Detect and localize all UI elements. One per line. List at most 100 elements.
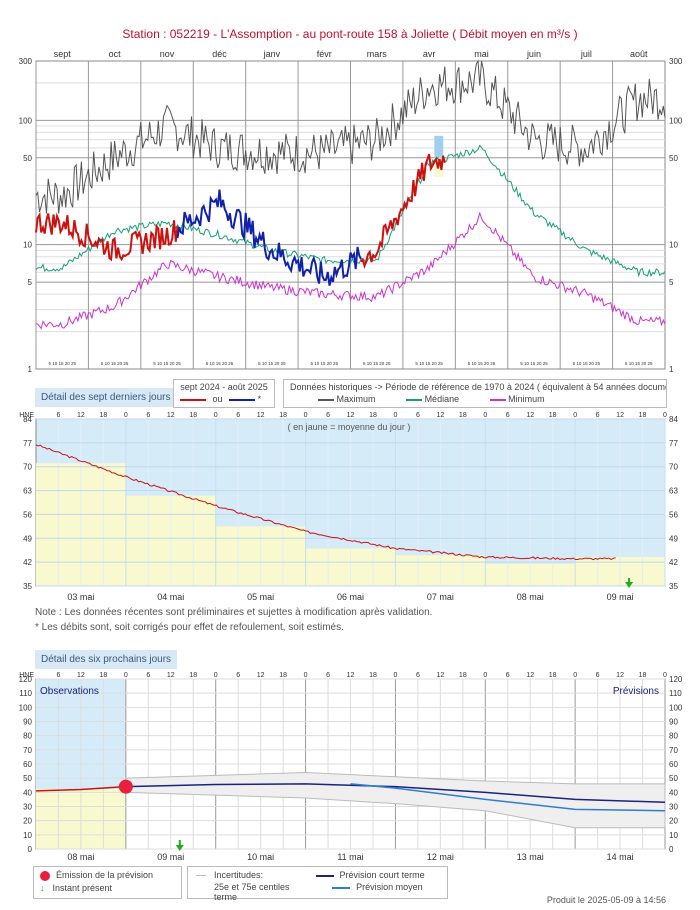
y-tick-right: 77 [669, 439, 678, 448]
y-tick-left: 1 [28, 365, 33, 374]
day-ticks: 5 10 15 20 25 [520, 361, 548, 366]
y-tick-left: 63 [23, 487, 32, 496]
y-tick-right: 100 [669, 116, 683, 125]
y-tick-left: 300 [19, 57, 33, 66]
y-tick-right: 90 [669, 718, 678, 727]
day-label: 07 mai [427, 592, 454, 602]
y-tick-left: 40 [23, 788, 32, 797]
series-median [35, 144, 666, 278]
y-tick-left: 84 [23, 415, 32, 424]
month-label: juil [580, 49, 592, 59]
hour-label: 6 [326, 672, 330, 679]
series-minimum [35, 211, 666, 330]
month-label: nov [160, 49, 175, 59]
y-tick-left: 49 [23, 534, 32, 543]
y-tick-left: 0 [28, 845, 33, 854]
hour-label: 18 [189, 412, 197, 419]
day-label: 09 mai [157, 852, 184, 862]
observed-line [35, 785, 126, 792]
y-tick-left: 56 [23, 510, 32, 519]
legend-current: sept 2024 - août 2025 ou * [173, 379, 275, 408]
series-current-blue [176, 189, 362, 286]
observations-label: Observations [40, 686, 99, 697]
y-tick-right: 42 [669, 558, 678, 567]
legend-max: Maximum [336, 394, 376, 404]
day-ticks: 5 10 15 20 25 [625, 361, 653, 366]
y-tick-left: 80 [23, 732, 32, 741]
short-term-forecast [125, 783, 666, 803]
hour-label: 12 [257, 412, 265, 419]
hour-label: 0 [214, 412, 218, 419]
hour-label: 6 [416, 672, 420, 679]
y-tick-left: 100 [19, 116, 33, 125]
note-1: Note : Les données récentes sont prélimi… [35, 607, 433, 618]
y-tick-right: 80 [669, 732, 678, 741]
month-label: oct [109, 49, 122, 59]
day-ticks: 5 10 15 20 25 [573, 361, 601, 366]
y-tick-left: 10 [23, 241, 32, 250]
hour-label: 18 [549, 412, 557, 419]
hour-label: 0 [663, 672, 667, 679]
y-tick-left: 100 [19, 703, 33, 712]
hour-label: 18 [549, 672, 557, 679]
y-tick-left: 5 [28, 278, 33, 287]
day-ticks: 5 10 15 20 25 [101, 361, 129, 366]
day-label: 06 mai [337, 592, 364, 602]
y-tick-left: 90 [23, 718, 32, 727]
y-tick-right: 20 [669, 817, 678, 826]
month-label: déc [212, 49, 227, 59]
y-tick-right: 70 [669, 746, 678, 755]
day-label: 10 mai [247, 852, 274, 862]
legend-historic: Données historiques -> Période de référe… [283, 379, 667, 408]
hour-label: 12 [347, 412, 355, 419]
hne-label: HNE [19, 672, 34, 679]
forecast-detail-tag[interactable]: Détail des six prochains jours [35, 650, 178, 669]
hour-label: 6 [57, 412, 61, 419]
forecast-legend-2: Incertitudes: Prévision court terme 25e … [187, 866, 448, 902]
day-ticks: 5 10 15 20 25 [363, 361, 391, 366]
month-label: avr [423, 49, 436, 59]
day-ticks: 5 10 15 20 25 [48, 361, 76, 366]
day-label: 11 mai [337, 852, 363, 862]
y-tick-right: 10 [669, 831, 678, 840]
forecast-legend-1: Émission de la prévision ↓ Instant présen… [33, 866, 182, 899]
hour-label: 18 [459, 412, 467, 419]
hour-label: 18 [279, 412, 287, 419]
hour-label: 18 [189, 672, 197, 679]
day-ticks: 5 10 15 20 25 [415, 361, 443, 366]
hour-label: 0 [483, 672, 487, 679]
hour-label: 12 [167, 672, 175, 679]
day-label: 03 mai [67, 592, 94, 602]
note-2: * Les débits sont, soit corrigés pour ef… [35, 622, 344, 633]
day-label: 13 mai [517, 852, 544, 862]
month-label: janv [263, 49, 281, 59]
legend-min: Minimum [508, 394, 545, 404]
day-label: 09 mai [607, 592, 634, 602]
day-ticks: 5 10 15 20 25 [258, 361, 286, 366]
y-tick-right: 63 [669, 487, 678, 496]
hour-label: 12 [526, 412, 534, 419]
hour-label: 0 [214, 672, 218, 679]
month-label: mars [367, 49, 387, 59]
now-arrow-icon [175, 845, 184, 851]
y-tick-right: 56 [669, 510, 678, 519]
hour-label: 12 [77, 412, 85, 419]
series-maximum [35, 59, 666, 214]
hour-label: 0 [304, 672, 308, 679]
y-tick-left: 35 [23, 582, 32, 591]
hour-label: 0 [573, 672, 577, 679]
month-label: juin [526, 49, 541, 59]
y-tick-right: 40 [669, 788, 678, 797]
y-tick-right: 35 [669, 582, 678, 591]
legend-median: Médiane [424, 394, 460, 404]
day-ticks: 5 10 15 20 25 [311, 361, 339, 366]
hour-label: 12 [167, 412, 175, 419]
hour-label: 6 [596, 412, 600, 419]
annual-detail-tag[interactable]: Détail des sept derniers jours [35, 388, 177, 407]
y-tick-right: 110 [669, 689, 682, 698]
week-flow-line [35, 444, 616, 561]
month-label: févr [317, 49, 332, 59]
y-tick-right: 5 [669, 278, 674, 287]
previsions-label: Prévisions [613, 686, 659, 697]
hour-label: 6 [236, 412, 240, 419]
